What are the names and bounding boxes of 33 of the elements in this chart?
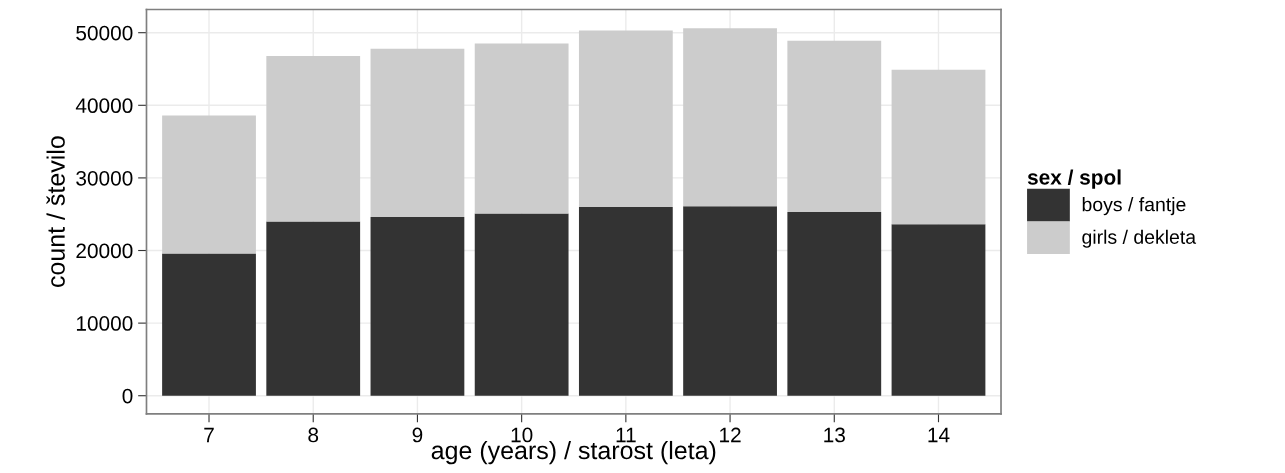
bar	[162, 253, 256, 396]
y-tick-label: 40000	[75, 98, 133, 114]
bar	[787, 40, 882, 213]
y-tick-label: 10000	[76, 316, 133, 331]
y-tick-label: 50000	[76, 25, 133, 41]
y-tick-label: 20000	[76, 243, 133, 259]
bar	[578, 206, 673, 396]
legend-title: sex / spol	[1027, 169, 1121, 189]
x-tick-label: 12	[720, 427, 741, 443]
bar	[474, 213, 569, 396]
bar	[474, 43, 569, 214]
y-tick-label: 0	[122, 388, 133, 404]
bar	[578, 30, 673, 207]
y-tick-label: 30000	[76, 170, 133, 186]
x-tick-label: 7	[204, 427, 214, 443]
y-axis-title: count / število	[46, 136, 65, 288]
bar	[891, 224, 986, 396]
legend-label: boys / fantje	[1082, 197, 1186, 216]
x-tick-label: 8	[308, 427, 319, 443]
x-tick-label: 14	[928, 427, 950, 443]
x-tick-label: 13	[824, 427, 845, 443]
bar	[891, 69, 986, 225]
bar	[683, 206, 777, 396]
bar	[266, 221, 361, 396]
x-tick-label: 10	[511, 427, 533, 443]
legend-label: girls / dekleta	[1082, 229, 1197, 248]
bar	[370, 217, 465, 396]
x-tick-label: 9	[412, 427, 423, 443]
bar	[787, 212, 882, 396]
bar	[266, 55, 361, 222]
bar	[370, 48, 465, 218]
bar	[683, 28, 777, 207]
bar	[162, 115, 256, 254]
